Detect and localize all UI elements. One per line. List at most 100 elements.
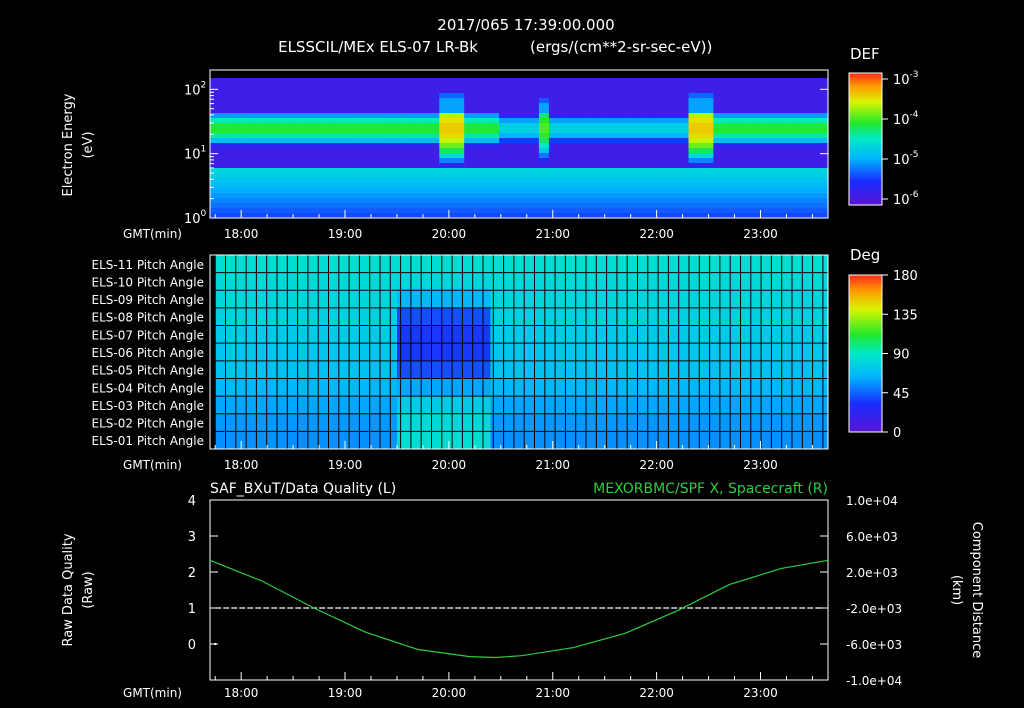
- spectrogram-cell: [663, 83, 670, 89]
- spectrogram-cell: [254, 168, 261, 174]
- spectrogram-cell: [638, 123, 645, 129]
- spectrogram-cell: [359, 213, 366, 219]
- spectrogram-cell: [563, 168, 570, 174]
- spectrogram-cell: [399, 128, 405, 134]
- spectrogram-cell: [703, 213, 709, 219]
- spectrogram-cell: [494, 203, 500, 209]
- pitch-row-label: ELS-02 Pitch Angle: [92, 417, 204, 431]
- pitch-row-label: ELS-01 Pitch Angle: [92, 434, 204, 448]
- spectrogram-cell: [409, 188, 415, 194]
- spectrogram-cell: [718, 168, 724, 174]
- spectrogram-cell: [543, 203, 550, 209]
- spectrogram-cell: [653, 173, 660, 179]
- spectrogram-cell: [578, 208, 585, 214]
- spectrogram-cell: [254, 113, 261, 119]
- spectrogram-cell: [339, 88, 346, 94]
- spectrogram-cell: [673, 78, 680, 84]
- spectrogram-cell: [683, 198, 690, 204]
- spectrogram-cell: [818, 198, 824, 204]
- spectrogram-cell: [813, 143, 819, 149]
- spectrogram-cell: [225, 123, 231, 129]
- spectrogram-cell: [384, 103, 390, 109]
- spectrogram-cell: [718, 208, 724, 214]
- spectrogram-cell: [239, 158, 246, 164]
- spectrogram-cell: [469, 193, 475, 199]
- spectrogram-cell: [793, 78, 799, 84]
- spectrogram-cell: [369, 98, 376, 104]
- spectrogram-cell: [553, 83, 560, 89]
- spectrogram-cell: [344, 153, 351, 159]
- spectrogram-cell: [823, 158, 829, 164]
- spectrogram-cell: [763, 103, 769, 109]
- spectrogram-cell: [484, 213, 490, 219]
- spectrogram-cell: [254, 198, 261, 204]
- spectrogram-cell: [688, 153, 695, 159]
- spectrogram-cell: [484, 113, 490, 119]
- spectrogram-cell: [449, 178, 455, 184]
- spectrogram-cell: [553, 158, 560, 164]
- spectrogram-cell: [743, 93, 749, 99]
- spectrogram-cell: [568, 143, 575, 149]
- spectrogram-cell: [663, 188, 670, 194]
- spectrogram-cell: [434, 163, 440, 169]
- spectrogram-cell: [379, 153, 386, 159]
- spectrogram-cell: [733, 168, 739, 174]
- spectrogram-cell: [279, 193, 286, 199]
- spectrogram-cell: [768, 173, 774, 179]
- spectrogram-cell: [469, 148, 475, 154]
- spectrogram-cell: [259, 178, 266, 184]
- spectrogram-cell: [309, 178, 316, 184]
- spectrogram-cell: [638, 198, 645, 204]
- spectrogram-cell: [723, 178, 729, 184]
- spectrogram-cell: [359, 113, 366, 119]
- spectrogram-cell: [254, 143, 261, 149]
- spectrogram-cell: [723, 143, 729, 149]
- spectrogram-cell: [783, 88, 789, 94]
- spectrogram-cell: [494, 183, 500, 189]
- spectrogram-cell: [379, 98, 386, 104]
- spectrogram-cell: [364, 88, 371, 94]
- spectrogram-cell: [369, 118, 376, 124]
- spectrogram-cell: [653, 158, 660, 164]
- spectrogram-cell: [588, 83, 595, 89]
- spectrogram-cell: [324, 203, 331, 209]
- spectrogram-cell: [703, 178, 709, 184]
- spectrogram-cell: [289, 78, 296, 84]
- spectrogram-cell: [548, 208, 555, 214]
- spectrogram-cell: [509, 118, 515, 124]
- spectrogram-cell: [364, 158, 371, 164]
- spectrogram-cell: [399, 173, 405, 179]
- spectrogram-cell: [289, 198, 296, 204]
- spectrogram-cell: [718, 133, 724, 139]
- spectrogram-cell: [558, 188, 565, 194]
- spectrogram-cell: [294, 148, 301, 154]
- spectrogram-cell: [329, 83, 336, 89]
- spectrogram-cell: [414, 198, 420, 204]
- spectrogram-cell: [583, 148, 590, 154]
- spectrogram-cell: [259, 78, 266, 84]
- spectrogram-cell: [384, 78, 390, 84]
- spectrogram-cell: [444, 188, 450, 194]
- spectrogram-cell: [225, 138, 231, 144]
- spectrogram-cell: [324, 193, 331, 199]
- spectrogram-cell: [783, 108, 789, 114]
- spectrogram-cell: [289, 143, 296, 149]
- spectrogram-cell: [668, 118, 675, 124]
- spectrogram-cell: [419, 213, 425, 219]
- spectrogram-cell: [758, 208, 764, 214]
- spectrogram-cell: [803, 158, 809, 164]
- spectrogram-cell: [369, 193, 376, 199]
- spectrogram-cell: [294, 138, 301, 144]
- spectrogram-cell: [354, 93, 361, 99]
- spectrogram-cell: [558, 118, 565, 124]
- spectrogram-cell: [220, 203, 226, 209]
- spectrogram-cell: [229, 88, 236, 94]
- spectrogram-cell: [708, 178, 714, 184]
- spectrogram-cell: [758, 158, 764, 164]
- spectrogram-cell: [414, 123, 420, 129]
- spectrogram-cell: [788, 113, 794, 119]
- spectrogram-cell: [459, 183, 465, 189]
- spectrogram-cell: [369, 178, 376, 184]
- spectrogram-cell: [264, 128, 271, 134]
- spectrogram-cell: [304, 98, 311, 104]
